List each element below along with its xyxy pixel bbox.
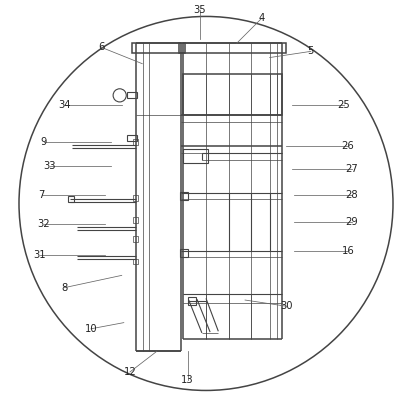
Bar <box>133 259 138 264</box>
Text: 26: 26 <box>342 141 354 151</box>
Bar <box>180 249 187 257</box>
Bar <box>133 139 138 145</box>
Bar <box>183 149 208 163</box>
Bar <box>188 297 196 305</box>
Text: 12: 12 <box>124 367 136 377</box>
Text: 13: 13 <box>181 375 194 385</box>
Text: 27: 27 <box>346 164 358 173</box>
Bar <box>127 92 137 98</box>
Text: 4: 4 <box>258 14 265 23</box>
Text: 31: 31 <box>33 250 46 260</box>
Text: 9: 9 <box>40 137 47 147</box>
Text: 6: 6 <box>98 42 104 52</box>
Bar <box>133 236 138 242</box>
Text: 32: 32 <box>37 219 50 229</box>
Bar <box>180 192 187 200</box>
Text: 16: 16 <box>342 246 354 256</box>
Text: 10: 10 <box>84 324 97 334</box>
Text: 33: 33 <box>44 162 56 171</box>
Bar <box>68 196 74 202</box>
Text: 25: 25 <box>337 100 350 110</box>
Bar <box>127 135 137 141</box>
Text: 34: 34 <box>58 100 70 110</box>
Text: 29: 29 <box>346 217 358 227</box>
Text: 7: 7 <box>38 190 45 200</box>
Bar <box>132 43 185 53</box>
Text: 28: 28 <box>346 190 358 200</box>
Bar <box>133 195 138 201</box>
Bar <box>183 74 282 115</box>
Bar <box>133 217 138 223</box>
Text: 8: 8 <box>61 283 67 293</box>
Text: 35: 35 <box>194 5 206 15</box>
Text: 30: 30 <box>280 301 293 311</box>
Bar <box>179 43 286 53</box>
Text: 5: 5 <box>308 46 314 56</box>
